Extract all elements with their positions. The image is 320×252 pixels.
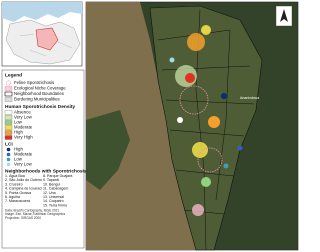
- legend-label: Absence: [14, 110, 31, 115]
- credit: Data: Brazil's Cartography, IBGE 2021: [5, 208, 59, 212]
- neighborhood-item: 1. Água Boa: [5, 174, 25, 178]
- neighborhood-item: 12. Una: [43, 191, 56, 195]
- legend-swatch: [4, 86, 13, 91]
- legend-swatch: [4, 120, 13, 125]
- inset-map: [1, 1, 83, 67]
- legend-swatch: [4, 125, 13, 130]
- legend-swatch: [6, 147, 11, 152]
- legend-swatch: [6, 157, 11, 162]
- legend-label: Bordering Municipalities: [14, 97, 60, 102]
- neighborhood-item: 9. Tapanã: [43, 178, 59, 182]
- neighborhood-item: 5. Ponta Grossa: [5, 191, 31, 195]
- legend-label: Low: [14, 157, 23, 162]
- legend-heading: LCI: [5, 141, 13, 147]
- neighborhood-item: 8. Parque Guajará: [43, 174, 72, 178]
- neighborhood-item: 7. Maracacuera: [5, 199, 30, 203]
- legend-swatch: [6, 80, 12, 86]
- figure: Ananindeua Legend Feline SporotrichosisEc…: [0, 0, 300, 252]
- legend-swatch: [4, 135, 13, 140]
- legend-swatch: [4, 130, 13, 135]
- legend-swatch: [4, 115, 13, 120]
- legend-label: Feline Sporotrichosis: [14, 80, 54, 85]
- neighborhood-item: 14. Coqueiro: [43, 199, 64, 203]
- legend-title: Legend: [5, 72, 22, 78]
- credit: Projection: SIRGAS 2000: [5, 216, 41, 220]
- neighborhood-item: 6. Agulha: [5, 195, 20, 199]
- neighborhood-item: 11. Cabanagem: [43, 187, 68, 191]
- legend-swatch: [4, 91, 13, 97]
- main-map: Ananindeua: [85, 1, 299, 251]
- map-label: Ananindeua: [240, 96, 259, 100]
- neighborhood-item: 2. São João do Outeiro: [5, 178, 42, 182]
- legend-label: Low: [14, 120, 23, 125]
- legend-label: High: [14, 130, 23, 135]
- legend-label: Very Low: [14, 115, 33, 120]
- legend-swatch: [4, 110, 13, 115]
- neighborhood-item: 4. Campina de Icoaraci: [5, 187, 42, 191]
- legend-swatch: [6, 162, 11, 167]
- credit: Image: Esri, Maxar, Earthstar Geographic…: [5, 212, 66, 216]
- legend-label: Neighborhood Boundaries: [14, 91, 64, 96]
- legend-label: Moderate: [14, 125, 33, 130]
- neighborhood-item: 15. Terra Firme: [43, 203, 67, 207]
- legend-swatch: [6, 152, 11, 157]
- legend-label: Very High: [14, 135, 33, 140]
- legend-heading: Neighborhoods with Sporotrichosis: [5, 168, 87, 174]
- legend-label: Moderate: [14, 152, 33, 157]
- neighborhood-item: 10. Benguí: [43, 182, 60, 186]
- north-arrow: [275, 5, 293, 27]
- legend-label: Ecological Niche Coverage: [14, 86, 66, 91]
- legend-label: Very Low: [14, 162, 33, 167]
- legend-box: [1, 69, 85, 249]
- legend-label: High: [14, 147, 23, 152]
- legend-swatch: [4, 97, 13, 102]
- neighborhood-item: 13. Universal: [43, 195, 64, 199]
- neighborhood-item: 3. Cruzeiro: [5, 182, 23, 186]
- legend-heading: Human Sporotrichosis Density: [5, 104, 75, 110]
